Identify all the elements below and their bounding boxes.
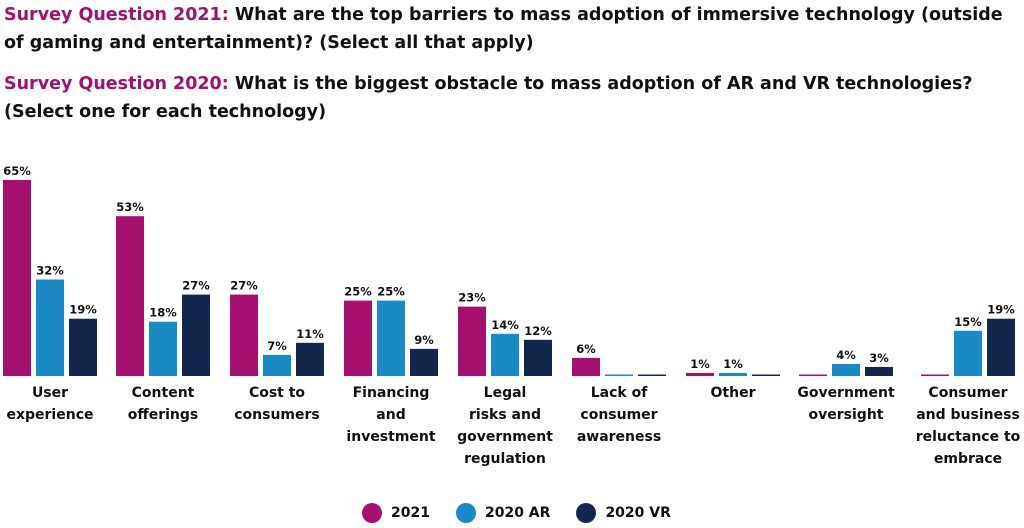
- bar-2020-vr-3: [410, 348, 438, 376]
- bar-2021-1: [116, 216, 144, 376]
- data-label-2020-ar-8: 15%: [954, 315, 982, 329]
- category-label-2: consumers: [234, 407, 320, 423]
- category-label-3: investment: [346, 429, 435, 445]
- data-label-2021-3: 25%: [344, 285, 372, 299]
- bar-2020-ar-5: [605, 374, 633, 376]
- question-2020-prefix: Survey Question 2020:: [4, 74, 229, 94]
- bar-2020-vr-7: [865, 366, 893, 376]
- category-label-8: Consumer: [928, 385, 1007, 401]
- category-label-4: Legal: [484, 385, 527, 401]
- bar-2020-ar-4: [491, 333, 519, 376]
- question-2020: Survey Question 2020: What is the bigges…: [4, 70, 1022, 126]
- data-label-2021-2: 27%: [230, 279, 258, 293]
- bar-2021-4: [458, 306, 486, 376]
- bar-2020-ar-0: [36, 279, 64, 376]
- legend-label-2021: 2021: [391, 505, 430, 521]
- bar-2020-vr-0: [69, 318, 97, 376]
- data-label-2020-vr-3: 9%: [414, 333, 434, 347]
- legend-item-2020-vr: 2020 VR: [576, 503, 671, 523]
- category-label-1: offerings: [128, 407, 198, 423]
- bar-2021-2: [230, 294, 258, 376]
- legend-item-2020-ar: 2020 AR: [455, 503, 551, 523]
- data-label-2020-ar-6: 1%: [723, 357, 743, 371]
- category-label-6: Other: [711, 385, 756, 401]
- bar-2021-5: [572, 357, 600, 376]
- bar-2021-6: [686, 372, 714, 376]
- legend-swatch-2021: [362, 503, 382, 523]
- category-label-0: User: [32, 385, 68, 401]
- category-label-3: Financing: [353, 385, 430, 401]
- question-2021-text: What are the top barriers to mass adopti…: [4, 5, 1003, 53]
- bar-chart: 65% 32% 19% User experience 53% 18% 27% Content o…: [3, 164, 1021, 467]
- bar-2020-vr-1: [182, 294, 210, 376]
- category-label-2: Cost to: [249, 385, 305, 401]
- category-label-1: Content: [132, 385, 195, 401]
- legend-swatch-2020-vr: [576, 503, 597, 523]
- data-label-2020-vr-4: 12%: [524, 324, 552, 338]
- data-label-2021-6: 1%: [690, 357, 710, 371]
- category-label-7: oversight: [809, 407, 884, 423]
- question-2021-prefix: Survey Question 2021:: [4, 5, 229, 25]
- bar-2020-ar-3: [377, 300, 405, 376]
- bar-2020-vr-2: [296, 342, 324, 376]
- data-label-2020-ar-7: 4%: [836, 348, 856, 362]
- category-label-5: awareness: [577, 429, 661, 445]
- data-label-2020-vr-0: 19%: [69, 303, 97, 317]
- bar-2020-vr-4: [524, 339, 552, 376]
- bar-2021-7: [799, 374, 827, 376]
- category-label-0: experience: [6, 407, 93, 423]
- data-label-2020-ar-3: 25%: [377, 285, 405, 299]
- bar-2020-vr-6: [752, 374, 780, 376]
- bar-2020-ar-6: [719, 372, 747, 376]
- category-label-4: risks and: [469, 407, 541, 423]
- data-label-2020-ar-0: 32%: [36, 264, 64, 278]
- data-label-2021-0: 65%: [3, 164, 31, 178]
- bar-2020-ar-1: [149, 321, 177, 376]
- category-label-5: consumer: [580, 407, 657, 423]
- bar-2020-ar-8: [954, 330, 982, 376]
- question-2020-text: What is the biggest obstacle to mass ado…: [4, 74, 973, 122]
- category-label-5: Lack of: [591, 385, 648, 401]
- bar-2021-8: [921, 374, 949, 376]
- data-label-2020-ar-2: 7%: [267, 339, 287, 353]
- data-label-2021-1: 53%: [116, 200, 144, 214]
- category-label-7: Government: [797, 385, 895, 401]
- data-label-2020-ar-4: 14%: [491, 318, 519, 332]
- category-label-8: embrace: [934, 451, 1002, 467]
- data-label-2020-vr-2: 11%: [296, 327, 324, 341]
- bar-2020-ar-2: [263, 354, 291, 376]
- legend-item-2021: 2021: [362, 503, 430, 523]
- bar-2021-3: [344, 300, 372, 376]
- category-label-3: and: [376, 407, 405, 423]
- category-label-8: and business: [916, 407, 1020, 423]
- category-label-8: reluctance to: [916, 429, 1021, 445]
- legend-swatch-2020-ar: [455, 503, 476, 523]
- bar-2020-vr-8: [987, 318, 1015, 376]
- data-label-2020-ar-1: 18%: [149, 306, 177, 320]
- data-label-2020-vr-7: 3%: [869, 351, 889, 365]
- question-2021: Survey Question 2021: What are the top b…: [4, 1, 1022, 57]
- legend-label-2020-ar: 2020 AR: [484, 505, 551, 521]
- bar-2021-0: [3, 180, 31, 376]
- bar-2020-vr-5: [638, 374, 666, 376]
- bar-2020-ar-7: [832, 363, 860, 376]
- data-label-2021-4: 23%: [458, 291, 486, 305]
- category-label-4: regulation: [464, 451, 546, 467]
- legend-label-2020-vr: 2020 VR: [605, 505, 671, 521]
- legend: 2021 2020 AR 2020 VR: [362, 503, 671, 523]
- data-label-2021-5: 6%: [576, 342, 596, 356]
- data-label-2020-vr-1: 27%: [182, 279, 210, 293]
- category-label-4: government: [457, 429, 553, 445]
- data-label-2020-vr-8: 19%: [987, 303, 1015, 317]
